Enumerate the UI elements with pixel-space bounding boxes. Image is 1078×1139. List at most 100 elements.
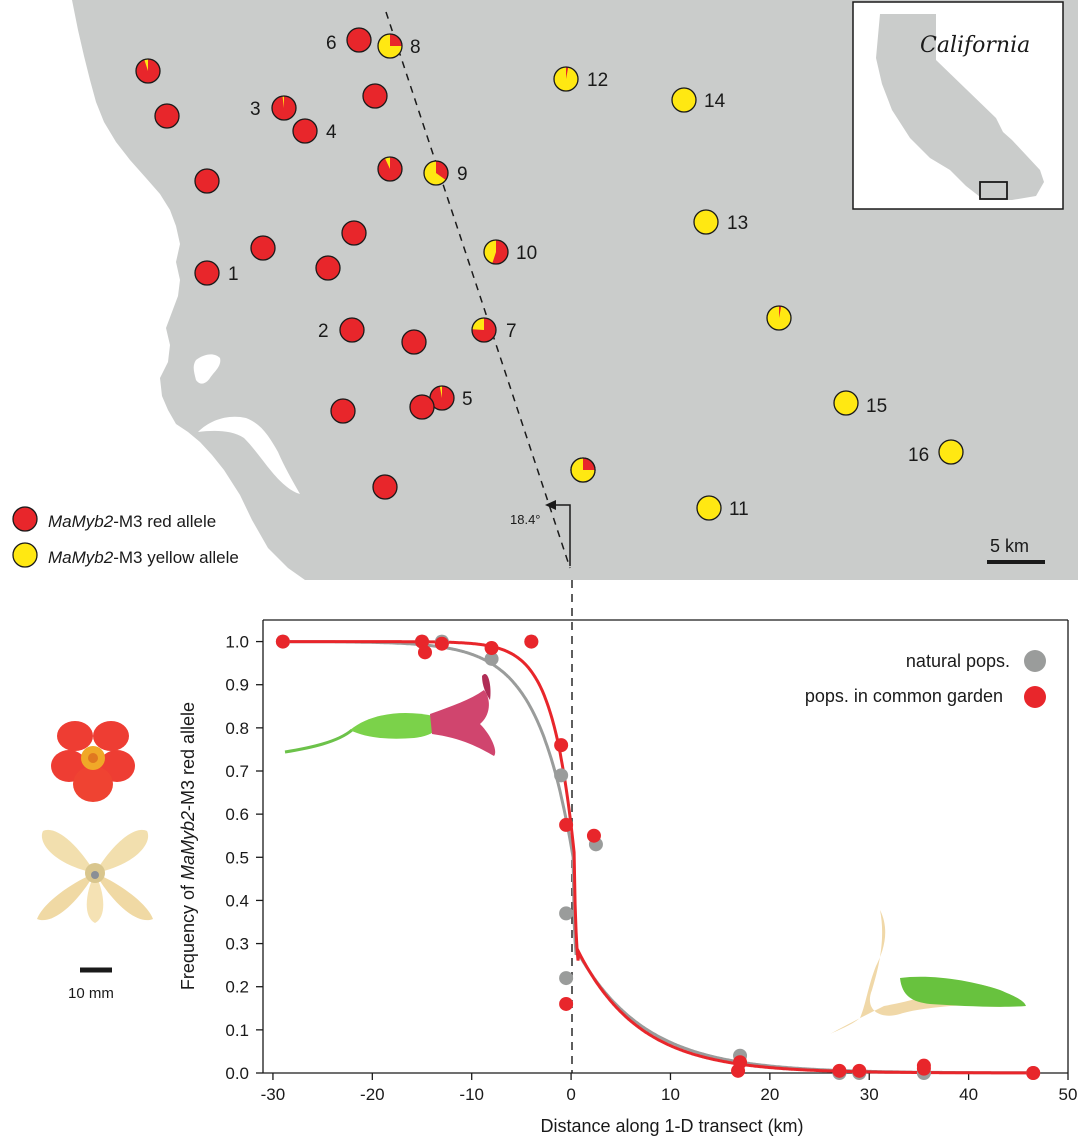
legend-garden-label: pops. in common garden (805, 686, 1003, 706)
population-pie (372, 474, 398, 500)
population-pie (409, 394, 435, 420)
x-tick-label: -20 (360, 1085, 385, 1104)
population-pie: 6 (326, 27, 372, 54)
y-tick-label: 0.0 (225, 1064, 249, 1083)
legend-natural-label: natural pops. (906, 651, 1010, 671)
legend-yellow-marker (12, 542, 38, 568)
sea-west (160, 440, 280, 580)
population-pie: 16 (908, 439, 964, 466)
y-tick-label: 1.0 (225, 633, 249, 652)
population-pie (194, 168, 220, 194)
bay-water (198, 416, 300, 494)
y-tick-label: 0.8 (225, 719, 249, 738)
population-pie: 7 (471, 317, 517, 343)
population-label: 15 (866, 396, 887, 417)
population-pie (315, 255, 341, 281)
garden-pop-point (275, 634, 290, 649)
y-tick-label: 0.1 (225, 1021, 249, 1040)
legend-garden-marker (1024, 686, 1046, 708)
data-points (275, 634, 1041, 1080)
y-tick-label: 0.6 (225, 805, 249, 824)
y-tick-label: 0.2 (225, 978, 249, 997)
california-outline (876, 14, 1044, 200)
population-label: 16 (908, 445, 929, 466)
legend-red-text: MaMyb2-M3 red allele (48, 512, 216, 531)
yellow-flower-photo (37, 829, 153, 923)
population-label: 2 (318, 321, 329, 342)
population-pie: 10 (483, 239, 537, 265)
x-tick-label: 40 (959, 1085, 978, 1104)
population-label: 9 (457, 164, 468, 185)
garden-pop-point (559, 817, 574, 832)
population-pie: 9 (423, 160, 468, 186)
garden-pop-point (559, 996, 574, 1011)
population-label: 11 (729, 499, 749, 520)
population-pie: 14 (671, 87, 726, 113)
y-tick-label: 0.4 (225, 891, 249, 910)
x-tick-label: -30 (261, 1085, 286, 1104)
chart-panel: 0.0 0.1 0.2 0.3 0.4 0.5 0.6 0.7 0.8 0.9 1.0 -30 -20… (178, 580, 1077, 1136)
map-legend: MaMyb2-M3 red allele MaMyb2-M3 yellow al… (12, 506, 239, 568)
mission-bay-water (193, 354, 221, 384)
map-panel (72, 0, 1078, 580)
california-inset: California (852, 1, 1064, 210)
study-area-box (979, 181, 1008, 200)
population-label: 4 (326, 122, 337, 143)
population-pie: 13 (693, 209, 748, 235)
y-tick-label: 0.3 (225, 935, 249, 954)
population-pie (330, 398, 356, 424)
y-tick-label: 0.9 (225, 676, 249, 695)
population-pie: 1 (194, 260, 239, 286)
angle-label: 18.4° (510, 512, 541, 527)
legend-red-marker (12, 506, 38, 532)
legend-yellow-text: MaMyb2-M3 yellow allele (48, 548, 239, 567)
population-pie: 8 (377, 33, 421, 59)
garden-pop-point (415, 634, 430, 649)
map-scale-bar: 5 km (987, 536, 1045, 564)
natural-pop-point (484, 651, 499, 666)
garden-pop-point (484, 641, 499, 656)
x-tick-label: 0 (566, 1085, 575, 1104)
population-pie (570, 457, 596, 483)
garden-pop-point (852, 1063, 867, 1078)
population-label: 10 (516, 243, 537, 264)
x-tick-label: 30 (860, 1085, 879, 1104)
population-pie (135, 58, 161, 84)
angle-arrow (552, 504, 571, 566)
garden-pop-point (434, 636, 449, 651)
y-axis-label: Frequency of MaMyb2-M3 red allele (178, 702, 198, 990)
red-flower-photo (51, 721, 135, 802)
population-label: 8 (410, 37, 421, 58)
population-label: 7 (506, 321, 517, 342)
natural-pop-point (559, 906, 574, 921)
x-tick-label: 50 (1059, 1085, 1078, 1104)
x-axis-label: Distance along 1-D transect (km) (540, 1116, 803, 1136)
population-pie: 5 (429, 385, 473, 411)
population-pie: 12 (553, 66, 608, 92)
y-tick-label: 0.5 (225, 848, 249, 867)
population-pie: 11 (696, 495, 749, 521)
red-flower-side-view (284, 674, 496, 756)
yellow-flower-side-view (830, 910, 1026, 1034)
population-pie (341, 220, 367, 246)
population-label: 3 (250, 99, 261, 120)
population-label: 1 (228, 264, 239, 285)
population-label: 5 (462, 389, 473, 410)
legend-natural-marker (1024, 650, 1046, 672)
garden-pop-point (916, 1061, 931, 1076)
population-pie: 4 (292, 118, 337, 144)
chart-legend: natural pops. pops. in common garden (805, 650, 1046, 708)
y-tick-label: 0.7 (225, 762, 249, 781)
natural-pop-point (554, 768, 569, 783)
population-label: 13 (727, 213, 748, 234)
x-axis-ticks: -30 -20 -10 0 10 20 30 40 50 (261, 1073, 1078, 1104)
population-pie: 2 (318, 317, 365, 343)
population-label: 6 (326, 33, 337, 54)
garden-cline-curve (282, 640, 1033, 1075)
population-label: 12 (587, 70, 608, 91)
x-tick-label: 20 (760, 1085, 779, 1104)
garden-pop-point (1026, 1066, 1041, 1080)
cline-curves (282, 640, 1033, 1075)
population-pie (377, 156, 403, 182)
